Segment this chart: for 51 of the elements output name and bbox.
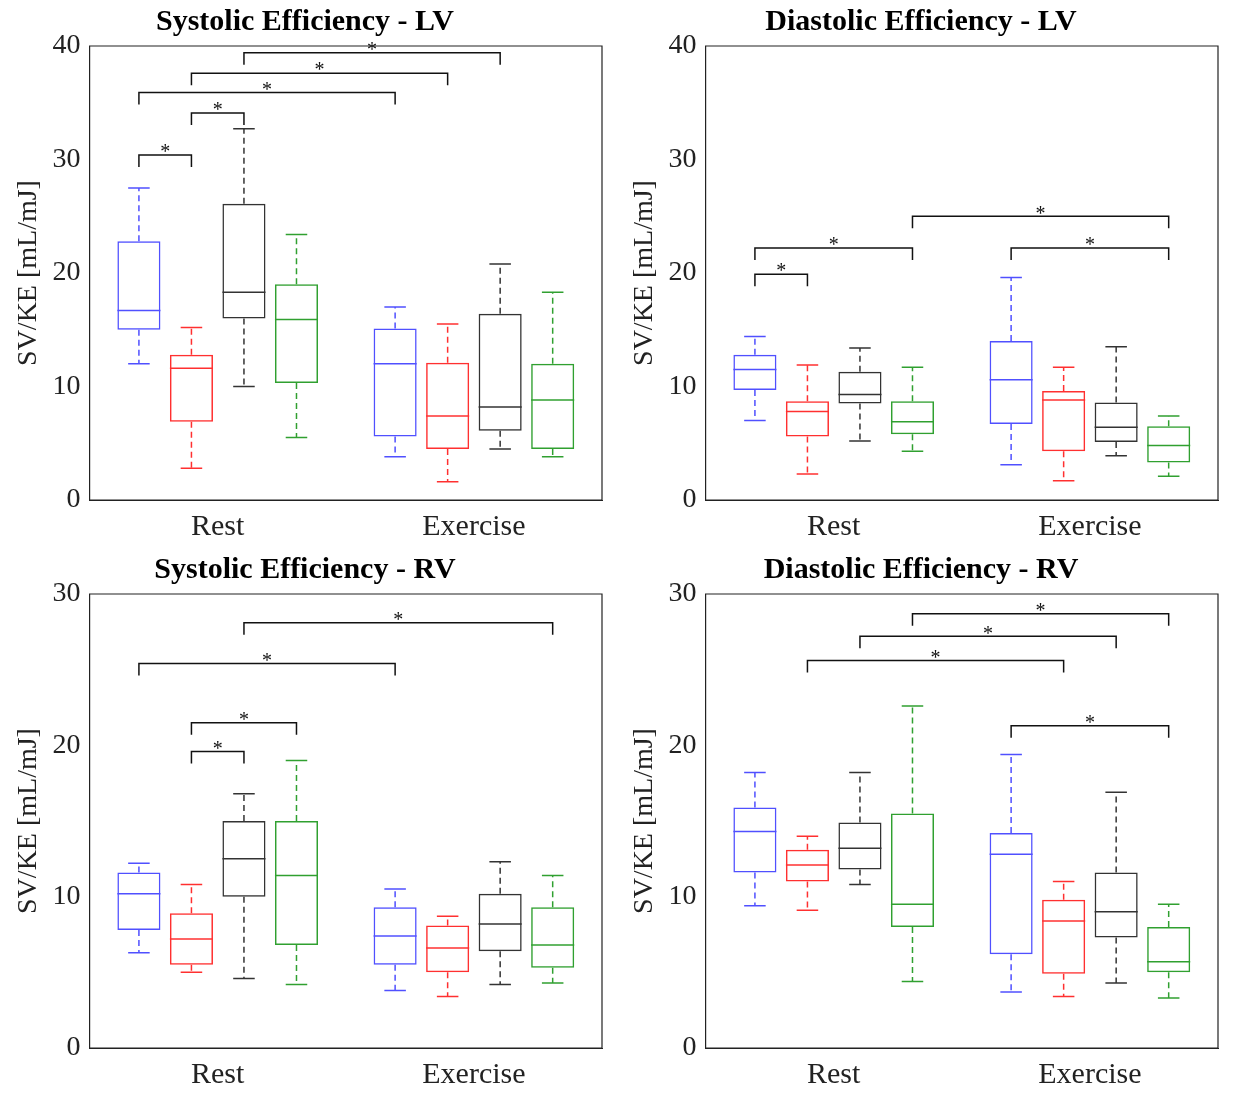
y-axis-title: SV/KE [mL/mJ] bbox=[11, 180, 43, 366]
annotation: * bbox=[367, 38, 378, 61]
y-axis-title: SV/KE [mL/mJ] bbox=[627, 728, 659, 914]
y-tick-label: 0 bbox=[682, 1030, 697, 1062]
y-tick-label: 20 bbox=[668, 727, 697, 759]
x-tick-label: Exercise bbox=[1038, 507, 1142, 541]
y-tick-label: 40 bbox=[52, 28, 81, 60]
annotation: * bbox=[393, 608, 404, 630]
annotation: * bbox=[828, 233, 839, 256]
annotation: * bbox=[1084, 710, 1095, 733]
y-tick-label: 30 bbox=[52, 141, 81, 173]
x-tick-label: Exercise bbox=[1038, 1055, 1142, 1089]
annotation: * bbox=[1035, 598, 1046, 621]
annotation: * bbox=[1035, 201, 1046, 224]
y-tick-label: 30 bbox=[52, 576, 81, 608]
y-tick-label: 20 bbox=[668, 255, 697, 287]
annotation: * bbox=[314, 58, 325, 81]
chart-title: Diastolic Efficiency - RV bbox=[763, 550, 1079, 584]
x-tick-label: Rest bbox=[191, 1055, 246, 1089]
y-tick-label: 10 bbox=[52, 368, 81, 400]
y-tick-label: 10 bbox=[668, 879, 697, 911]
annotation: * bbox=[160, 140, 171, 163]
x-tick-label: Exercise bbox=[422, 1055, 526, 1089]
chart-title: Systolic Efficiency - RV bbox=[154, 550, 457, 584]
y-axis-title: SV/KE [mL/mJ] bbox=[627, 180, 659, 366]
y-tick-label: 0 bbox=[66, 1030, 81, 1062]
annotation: * bbox=[776, 259, 787, 282]
y-tick-label: 40 bbox=[668, 28, 697, 60]
y-tick-label: 20 bbox=[52, 255, 81, 287]
y-tick-label: 0 bbox=[682, 482, 697, 514]
y-tick-label: 10 bbox=[668, 368, 697, 400]
annotation: * bbox=[262, 648, 273, 671]
chart-title: Systolic Efficiency - LV bbox=[155, 2, 455, 36]
annotation: * bbox=[212, 736, 223, 759]
annotation: * bbox=[930, 645, 941, 668]
y-tick-label: 0 bbox=[66, 482, 81, 514]
y-tick-label: 30 bbox=[668, 141, 697, 173]
x-tick-label: Rest bbox=[807, 1055, 862, 1089]
chart-title: Diastolic Efficiency - LV bbox=[765, 2, 1078, 36]
annotation: * bbox=[238, 707, 249, 730]
annotation: * bbox=[262, 77, 273, 100]
y-tick-label: 30 bbox=[668, 576, 697, 608]
annotation: * bbox=[1084, 233, 1095, 256]
annotation: * bbox=[983, 621, 994, 644]
x-tick-label: Rest bbox=[191, 507, 246, 541]
x-tick-label: Rest bbox=[807, 507, 862, 541]
y-tick-label: 20 bbox=[52, 727, 81, 759]
x-tick-label: Exercise bbox=[422, 507, 526, 541]
y-axis-title: SV/KE [mL/mJ] bbox=[11, 728, 43, 914]
y-tick-label: 10 bbox=[52, 879, 81, 911]
annotation: * bbox=[212, 98, 223, 121]
